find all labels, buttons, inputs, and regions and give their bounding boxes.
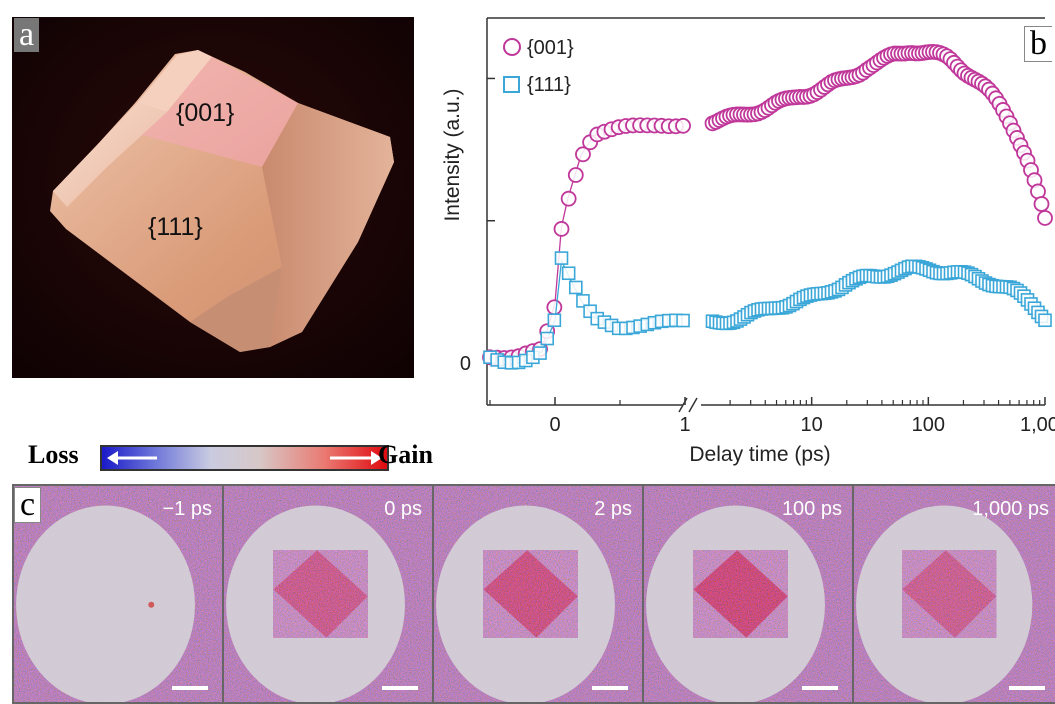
legend-marker-001 [503,38,521,56]
chart-svg: 0 0 1 10 100 1,000 {001} {111} Intensity (a.u.… [441,17,1055,466]
x-tick-label: 100 [912,414,945,436]
halo-disk [16,505,195,702]
image-frame: 100 ps [644,486,852,702]
data-point-001 [567,167,584,183]
chart-axes: 0 0 1 10 100 1,000 [460,17,1055,436]
data-point-001 [553,221,570,237]
scale-bar [382,686,418,690]
legend-label-111: {111} [527,74,571,96]
data-point-111 [561,266,576,281]
frame-time-label: 100 ps [781,498,842,520]
y-axis-label: Intensity (a.u.) [441,88,464,221]
panel-label-c: c [14,487,42,523]
image-strip: −1 ps 0 ps 2 ps 100 ps 1,000 ps [12,484,1055,704]
crystal-texture [483,550,578,638]
facet-label-001: {001} [176,99,235,127]
x-axis-label: Delay time (ps) [689,443,830,466]
left-arrow-icon [107,451,157,465]
series-001 [482,43,1053,366]
image-frame: −1 ps [14,486,222,702]
faint-spot [148,601,155,608]
chart-legend: {001} {111} [503,37,574,96]
data-point-111 [676,313,690,328]
frame-time-label: −1 ps [162,498,212,520]
data-point-001 [1033,196,1050,212]
image-frame: 1,000 ps [854,486,1055,702]
colorbar-loss-label: Loss [28,440,79,469]
x-tick-label: 0 [549,414,560,436]
frame-time-label: 2 ps [594,498,632,520]
chart-series [482,43,1053,370]
data-point-001 [575,146,591,163]
data-point-111 [533,346,547,360]
legend-label-001: {001} [527,37,574,59]
image-frame: 2 ps [434,486,642,702]
crystal-texture [693,550,788,638]
crystal-render [12,17,414,378]
frame-time-label: 0 ps [384,498,422,520]
data-point-001 [560,190,577,207]
image-frame: 0 ps [224,486,432,702]
data-point-001 [1037,210,1053,226]
series-111 [483,251,1052,370]
data-point-111 [576,294,590,308]
scale-bar [802,686,838,690]
data-point-111 [554,251,569,265]
facet-label-111: {111} [148,213,203,241]
x-tick-label: 10 [801,414,823,436]
frame-time-label: 1,000 ps [972,498,1049,520]
intensity-chart: 0 0 1 10 100 1,000 {001} {111} Intensity (a.u.… [430,15,1055,470]
colorbar-gradient [100,445,389,471]
data-point-111 [569,280,583,295]
crystal-panel: {001} {111} [12,17,414,378]
legend-marker-111 [503,76,520,93]
scale-bar [1009,686,1045,690]
data-point-001 [546,299,563,316]
scale-bar [592,686,628,690]
data-point-111 [540,331,554,346]
data-point-001 [675,117,691,134]
crystal-texture [273,550,368,638]
data-point-111 [547,313,562,328]
axis-break-mark [688,397,698,413]
crystal-texture [902,550,997,638]
panel-label-a: a [14,18,40,52]
x-tick-label: 1,000 [1020,414,1055,436]
y-tick-label: 0 [460,353,471,375]
data-point-111 [1038,313,1052,328]
colorbar-gain-label: Gain [378,440,433,469]
right-arrow-icon [330,451,382,465]
x-tick-label: 1 [679,414,690,436]
scale-bar [172,686,208,690]
panel-label-b: b [1024,26,1052,62]
